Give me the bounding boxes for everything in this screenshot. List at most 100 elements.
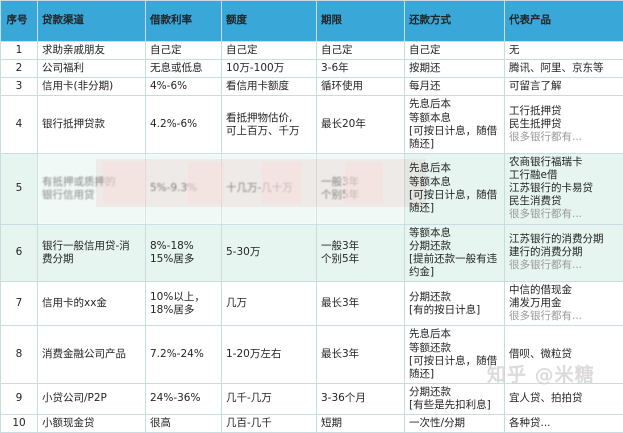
cell-repay: 等额本息 分期还款 [提前还款一般有违约金] (405, 224, 505, 282)
cell-channel: 小额现金贷 (38, 415, 146, 433)
column-header-amount[interactable]: 额度 (222, 1, 317, 42)
table-body: 1 求助亲戚朋友 自己定 自己定 自己定 自己定 无 2 公司福利 无息或低息 … (1, 42, 623, 433)
cell-channel: 公司福利 (38, 60, 146, 78)
cell-repay: 分期还款 [有些是先扣利息] (405, 383, 505, 414)
cell-index: 10 (1, 415, 38, 433)
column-header-channel[interactable]: 贷款渠道 (38, 1, 146, 42)
cell-term: 3-6年 (317, 60, 405, 78)
products-more: 很多银行都有... (509, 208, 582, 220)
column-header-rate[interactable]: 借款利率 (146, 1, 222, 42)
cell-channel: 信用卡(非分期) (38, 78, 146, 96)
spreadsheet-sheet: 序号 贷款渠道 借款利率 额度 期限 还款方式 代表产品 1 求助亲戚朋友 自己… (0, 0, 623, 400)
cell-term: 短期 (317, 415, 405, 433)
products-more: 很多银行都有... (509, 131, 582, 143)
table-row[interactable]: 8 消费金融公司产品 7.2%-24% 1-20万左右 最长3年 先息后本 等额… (1, 326, 623, 384)
column-header-index[interactable]: 序号 (1, 1, 38, 42)
cell-index: 3 (1, 78, 38, 96)
cell-channel: 求助亲戚朋友 (38, 42, 146, 60)
cell-products: 腾讯、阿里、京东等 (505, 60, 623, 78)
cell-rate: 4%-6% (146, 78, 222, 96)
cell-amount: 看信用卡额度 (222, 78, 317, 96)
cell-repay: 先息后本 等额本息 [可按日计息，随借随还] (405, 96, 505, 154)
cell-repay: 按期还 (405, 60, 505, 78)
cell-term: 一般3年 个别5年 (317, 153, 405, 224)
cell-rate: 无息或低息 (146, 60, 222, 78)
table-row[interactable]: 6 银行一般信用贷-消 费分期 8%-18% 15%居多 5-30万 一般3年 … (1, 224, 623, 282)
cell-products: 无 (505, 42, 623, 60)
products-more: 很多银行都有... (509, 259, 582, 271)
products-main: 各种贷... (509, 417, 551, 429)
cell-repay: 自己定 (405, 42, 505, 60)
cell-rate: 10%以上， 18%居多 (146, 282, 222, 326)
cell-repay: 每月还 (405, 78, 505, 96)
cell-index: 1 (1, 42, 38, 60)
cell-rate: 4.2%-6% (146, 96, 222, 154)
cell-amount: 1-20万左右 (222, 326, 317, 384)
cell-channel: 信用卡的xx金 (38, 282, 146, 326)
cell-amount: 看抵押物估价, 可上百万、千万 (222, 96, 317, 154)
cell-rate: 24%-36% (146, 383, 222, 414)
products-main: 腾讯、阿里、京东等 (509, 62, 604, 74)
cell-term: 3-36个月 (317, 383, 405, 414)
cell-products: 宜人贷、拍拍贷 (505, 383, 623, 414)
cell-amount: 十几万-几十万 (222, 153, 317, 224)
cell-rate: 5%-9.3% (146, 153, 222, 224)
cell-products: 中信的借现金 浦发万用金 很多银行都有... (505, 282, 623, 326)
cell-channel: 银行一般信用贷-消 费分期 (38, 224, 146, 282)
cell-products: 工行抵押贷 民生抵押贷 很多银行都有... (505, 96, 623, 154)
cell-index: 7 (1, 282, 38, 326)
products-main: 宜人贷、拍拍贷 (509, 392, 583, 404)
products-main: 工行抵押贷 民生抵押贷 (509, 105, 562, 130)
table-row[interactable]: 5 有抵押或质押的 银行信用贷 5%-9.3% 十几万-几十万 一般3年 个别5… (1, 153, 623, 224)
cell-term: 自己定 (317, 42, 405, 60)
cell-index: 2 (1, 60, 38, 78)
cell-amount: 几百-几千 (222, 415, 317, 433)
products-main: 江苏银行的消费分期 建行的消费分期 (509, 233, 604, 258)
cell-products: 各种贷... (505, 415, 623, 433)
products-main: 借呗、微粒贷 (509, 348, 572, 360)
cell-amount: 几千-几万 (222, 383, 317, 414)
cell-rate: 8%-18% 15%居多 (146, 224, 222, 282)
products-main: 无 (509, 44, 520, 56)
cell-term: 一般3年 个别5年 (317, 224, 405, 282)
cell-repay: 分期还款 [有的按日计息] (405, 282, 505, 326)
cell-index: 4 (1, 96, 38, 154)
table-row[interactable]: 9 小贷公司/P2P 24%-36% 几千-几万 3-36个月 分期还款 [有些… (1, 383, 623, 414)
cell-term: 循环使用 (317, 78, 405, 96)
cell-term: 最长20年 (317, 96, 405, 154)
cell-term: 最长3年 (317, 282, 405, 326)
cell-channel: 消费金融公司产品 (38, 326, 146, 384)
products-more: 很多银行都有... (509, 310, 582, 322)
cell-products: 借呗、微粒贷 (505, 326, 623, 384)
cell-index: 5 (1, 153, 38, 224)
products-main: 农商银行福瑞卡 工行融e借 江苏银行的卡易贷 民生消费贷 (509, 156, 593, 207)
column-header-term[interactable]: 期限 (317, 1, 405, 42)
cell-channel: 有抵押或质押的 银行信用贷 (38, 153, 146, 224)
cell-index: 6 (1, 224, 38, 282)
cell-index: 9 (1, 383, 38, 414)
cell-amount: 5-30万 (222, 224, 317, 282)
cell-rate: 自己定 (146, 42, 222, 60)
table-row[interactable]: 3 信用卡(非分期) 4%-6% 看信用卡额度 循环使用 每月还 可留言了解 (1, 78, 623, 96)
table-row[interactable]: 10 小额现金贷 很高 几百-几千 短期 一次性/分期 各种贷... (1, 415, 623, 433)
column-header-products[interactable]: 代表产品 (505, 1, 623, 42)
cell-channel: 银行抵押贷款 (38, 96, 146, 154)
cell-rate: 7.2%-24% (146, 326, 222, 384)
cell-repay: 一次性/分期 (405, 415, 505, 433)
products-main: 中信的借现金 浦发万用金 (509, 284, 572, 309)
table-row[interactable]: 7 信用卡的xx金 10%以上， 18%居多 几万 最长3年 分期还款 [有的按… (1, 282, 623, 326)
cell-index: 8 (1, 326, 38, 384)
cell-term: 最长3年 (317, 326, 405, 384)
cell-amount: 几万 (222, 282, 317, 326)
cell-amount: 自己定 (222, 42, 317, 60)
table-row[interactable]: 1 求助亲戚朋友 自己定 自己定 自己定 自己定 无 (1, 42, 623, 60)
column-header-repay[interactable]: 还款方式 (405, 1, 505, 42)
table-row[interactable]: 4 银行抵押贷款 4.2%-6% 看抵押物估价, 可上百万、千万 最长20年 先… (1, 96, 623, 154)
cell-rate: 很高 (146, 415, 222, 433)
cell-products: 农商银行福瑞卡 工行融e借 江苏银行的卡易贷 民生消费贷 很多银行都有... (505, 153, 623, 224)
cell-repay: 先息后本 等额还款 [可按日计息，随借随还] (405, 326, 505, 384)
products-main: 可留言了解 (509, 80, 562, 92)
table-row[interactable]: 2 公司福利 无息或低息 10万-100万 3-6年 按期还 腾讯、阿里、京东等 (1, 60, 623, 78)
cell-products: 可留言了解 (505, 78, 623, 96)
